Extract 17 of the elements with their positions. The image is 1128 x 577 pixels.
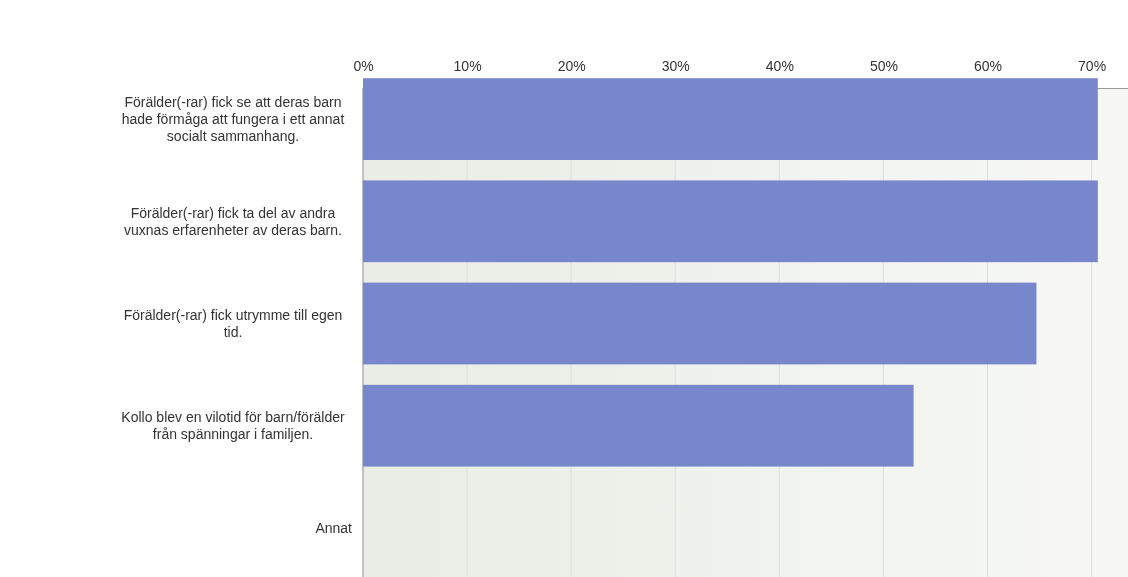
bar <box>363 384 914 467</box>
bar <box>363 78 1098 160</box>
x-tick-label: 70% <box>1078 58 1107 74</box>
x-tick-label: 50% <box>869 58 898 74</box>
x-tick-label: 0% <box>353 58 374 74</box>
x-tick-label: 60% <box>973 58 1003 74</box>
bar <box>363 282 1037 365</box>
bar <box>363 180 1098 263</box>
y-tick-label: Annat <box>315 519 353 536</box>
x-tick-label: 10% <box>453 58 482 74</box>
y-tick-label: Förälder(-rar) fick se att deras barn hade förmåga att fungera i ett annat socialt sammanhang. <box>121 94 345 145</box>
x-tick-label: 30% <box>661 58 690 74</box>
y-tick-label: Förälder(-rar) fick utrymme till egen tid. <box>123 307 343 340</box>
y-tick-label: Förälder(-rar) fick ta del av andra vuxnas erfarenheter av deras barn. <box>124 204 342 238</box>
y-tick-label: Kollo blev en vilotid för barn/förälder från spänningar i familjen. <box>121 409 346 443</box>
x-tick-label: 40% <box>765 58 794 74</box>
x-tick-label: 20% <box>557 58 586 74</box>
